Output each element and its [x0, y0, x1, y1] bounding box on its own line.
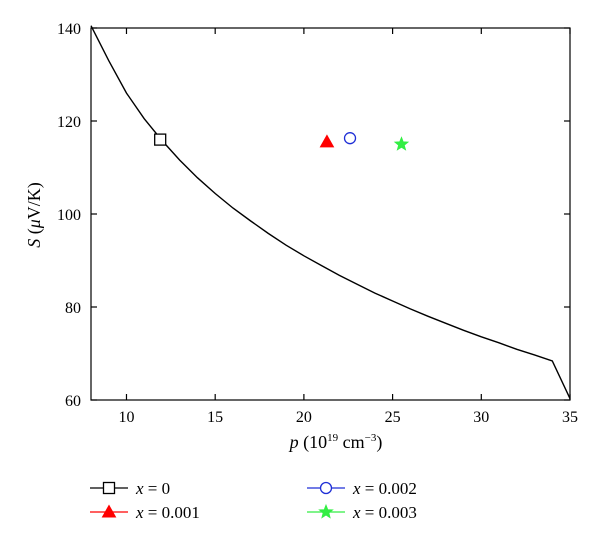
y-axis-label: S (μV/K) — [24, 182, 45, 248]
x-tick-label: 35 — [562, 409, 578, 426]
x-tick-label: 30 — [473, 409, 489, 426]
legend-label: x = 0.001 — [135, 503, 200, 522]
legend-item: x = 0.001 — [90, 503, 200, 522]
legend-marker-square — [102, 481, 116, 495]
plot-frame — [90, 27, 571, 401]
legend-item: x = 0.002 — [307, 479, 417, 498]
data-point-circle — [343, 132, 357, 145]
legend-label: x = 0.003 — [352, 503, 417, 522]
data-point-triangle — [319, 134, 335, 148]
x-tick-label: 25 — [385, 409, 401, 426]
x-axis-label: p (1019 cm−3) — [288, 432, 383, 453]
data-point-square — [154, 133, 167, 146]
points-layer — [154, 132, 410, 151]
legend-marker-triangle — [101, 504, 117, 518]
y-tick-label: 120 — [57, 114, 81, 131]
axes: 10 15 20 25 30 35 60 80 100 120 140 — [57, 21, 578, 426]
legend-marker-star — [318, 503, 334, 519]
data-point-star — [393, 136, 410, 151]
legend: x = 0 x = 0.001 x = 0.002 x = 0.003 — [90, 479, 417, 522]
y-tick-label: 100 — [57, 207, 81, 224]
legend-label: x = 0 — [135, 479, 170, 498]
y-tick-label: 60 — [65, 393, 81, 410]
x-tick-label: 10 — [118, 409, 134, 426]
x-tick-label: 20 — [296, 409, 312, 426]
legend-marker-circle — [319, 481, 333, 495]
legend-label: x = 0.002 — [352, 479, 417, 498]
y-tick-label: 80 — [65, 300, 81, 317]
fitted-curve — [90, 25, 571, 399]
legend-item: x = 0 — [90, 479, 170, 498]
legend-item: x = 0.003 — [307, 503, 417, 522]
curve-layer — [90, 25, 571, 399]
y-tick-label: 140 — [57, 21, 81, 38]
x-tick-label: 15 — [207, 409, 223, 426]
